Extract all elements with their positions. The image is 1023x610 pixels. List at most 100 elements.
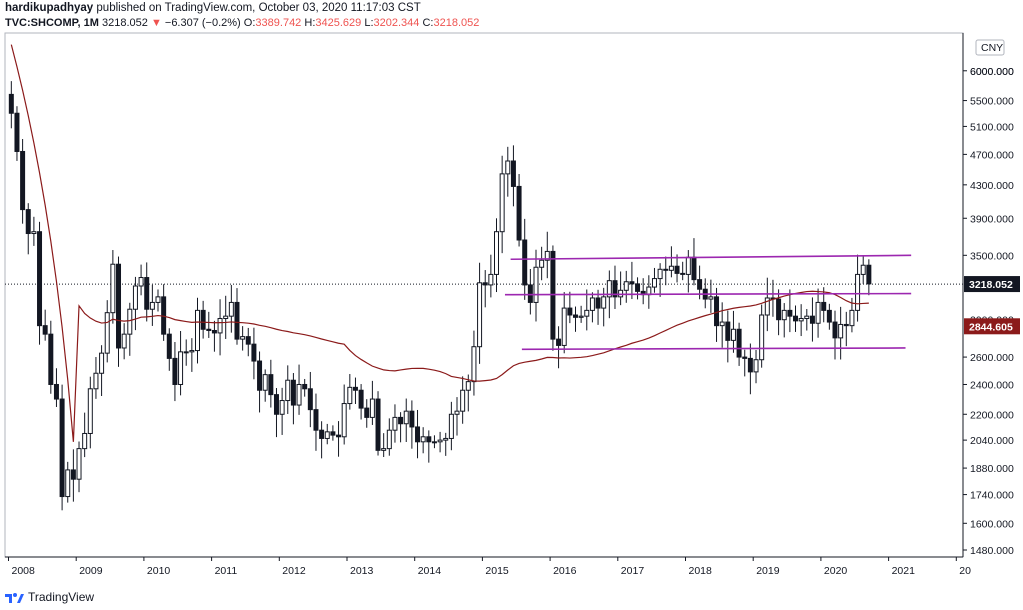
channel-line[interactable] [504, 292, 912, 296]
candle-body[interactable] [584, 309, 590, 317]
candle-body[interactable] [674, 265, 680, 274]
candle-body[interactable] [567, 307, 573, 316]
candle-body[interactable] [172, 357, 178, 385]
last-price-tag[interactable] [964, 276, 1020, 293]
candle-body[interactable] [539, 259, 545, 268]
candlestick-series[interactable] [8, 81, 872, 511]
candle-body[interactable] [144, 277, 150, 310]
candle-body[interactable] [285, 379, 291, 402]
ma-value-tag[interactable] [964, 318, 1020, 335]
candle-body[interactable] [725, 321, 731, 341]
candle-body[interactable] [268, 374, 274, 396]
candle-body[interactable] [166, 333, 172, 359]
candle-body[interactable] [736, 328, 742, 358]
candle-body[interactable] [527, 284, 533, 303]
candle-body[interactable] [330, 431, 336, 436]
candle-body[interactable] [37, 231, 43, 327]
candle-body[interactable] [324, 431, 330, 439]
candle-body[interactable] [454, 410, 460, 415]
candle-body[interactable] [533, 266, 539, 303]
candle-body[interactable] [730, 328, 736, 341]
candle-body[interactable] [14, 112, 20, 152]
candle-body[interactable] [279, 400, 285, 415]
candle-body[interactable] [138, 277, 144, 287]
candle-body[interactable] [386, 429, 392, 450]
candle-body[interactable] [499, 173, 505, 233]
candle-body[interactable] [194, 309, 200, 352]
candle-body[interactable] [381, 448, 387, 451]
candle-body[interactable] [776, 298, 782, 321]
candle-body[interactable] [290, 379, 296, 406]
candle-body[interactable] [494, 231, 500, 275]
candle-body[interactable] [759, 314, 765, 361]
currency-badge[interactable] [975, 39, 1005, 56]
candle-body[interactable] [697, 279, 703, 290]
candle-body[interactable] [651, 278, 657, 288]
candle-body[interactable] [121, 333, 127, 349]
candle-body[interactable] [471, 346, 477, 383]
candle-body[interactable] [8, 93, 14, 114]
candle-body[interactable] [307, 388, 313, 411]
candle-body[interactable] [510, 160, 516, 187]
candle-body[interactable] [257, 360, 263, 391]
candle-body[interactable] [228, 301, 234, 317]
candle-body[interactable] [505, 160, 511, 175]
candle-body[interactable] [815, 301, 821, 324]
candle-body[interactable] [448, 413, 454, 439]
candle-body[interactable] [296, 383, 302, 406]
candle-body[interactable] [832, 321, 838, 339]
candle-body[interactable] [234, 301, 240, 340]
candle-body[interactable] [437, 439, 443, 443]
candle-body[interactable] [375, 398, 381, 451]
author-name[interactable]: hardikupadhyay [5, 2, 94, 14]
candle-body[interactable] [742, 356, 748, 359]
candle-body[interactable] [465, 381, 471, 391]
candle-body[interactable] [561, 307, 567, 346]
candle-body[interactable] [787, 309, 793, 317]
candle-body[interactable] [572, 314, 578, 318]
candle-body[interactable] [663, 268, 669, 271]
candle-body[interactable] [319, 429, 325, 439]
candle-body[interactable] [635, 283, 641, 292]
chart-axes[interactable]: 6000.000 5500.000 5100.000 4700.000 4300.000… [5, 33, 1020, 577]
candle-body[interactable] [336, 434, 342, 438]
candle-body[interactable] [680, 272, 686, 275]
candle-body[interactable] [273, 394, 279, 415]
candle-body[interactable] [544, 250, 550, 261]
candle-body[interactable] [70, 469, 76, 480]
candle-body[interactable] [364, 407, 370, 418]
candle-body[interactable] [849, 309, 855, 327]
candle-body[interactable] [426, 436, 432, 443]
candle-body[interactable] [65, 469, 71, 498]
candle-body[interactable] [183, 351, 189, 354]
candle-body[interactable] [302, 383, 308, 390]
candle-body[interactable] [578, 315, 584, 318]
candle-body[interactable] [76, 448, 82, 480]
candle-body[interactable] [200, 309, 206, 330]
candle-body[interactable] [589, 297, 595, 311]
candle-body[interactable] [691, 256, 697, 281]
candle-body[interactable] [460, 389, 466, 412]
channel-line[interactable] [521, 347, 906, 351]
candle-body[interactable] [206, 328, 212, 331]
tradingview-logo-icon[interactable] [4, 590, 24, 604]
channel-line[interactable] [510, 254, 912, 261]
candle-body[interactable] [155, 296, 161, 303]
candle-body[interactable] [358, 389, 364, 409]
candle-body[interactable] [341, 403, 347, 438]
candle-body[interactable] [369, 398, 375, 418]
candle-body[interactable] [488, 273, 494, 286]
candle-body[interactable] [403, 410, 409, 425]
candle-body[interactable] [240, 336, 246, 340]
candle-body[interactable] [53, 383, 59, 400]
candle-body[interactable] [262, 374, 268, 391]
candle-body[interactable] [855, 273, 861, 311]
candle-body[interactable] [657, 268, 663, 280]
candle-body[interactable] [606, 280, 612, 298]
candle-body[interactable] [443, 437, 449, 441]
candle-body[interactable] [826, 309, 832, 323]
candle-body[interactable] [556, 338, 562, 346]
candle-body[interactable] [347, 386, 353, 405]
candle-body[interactable] [477, 282, 483, 348]
